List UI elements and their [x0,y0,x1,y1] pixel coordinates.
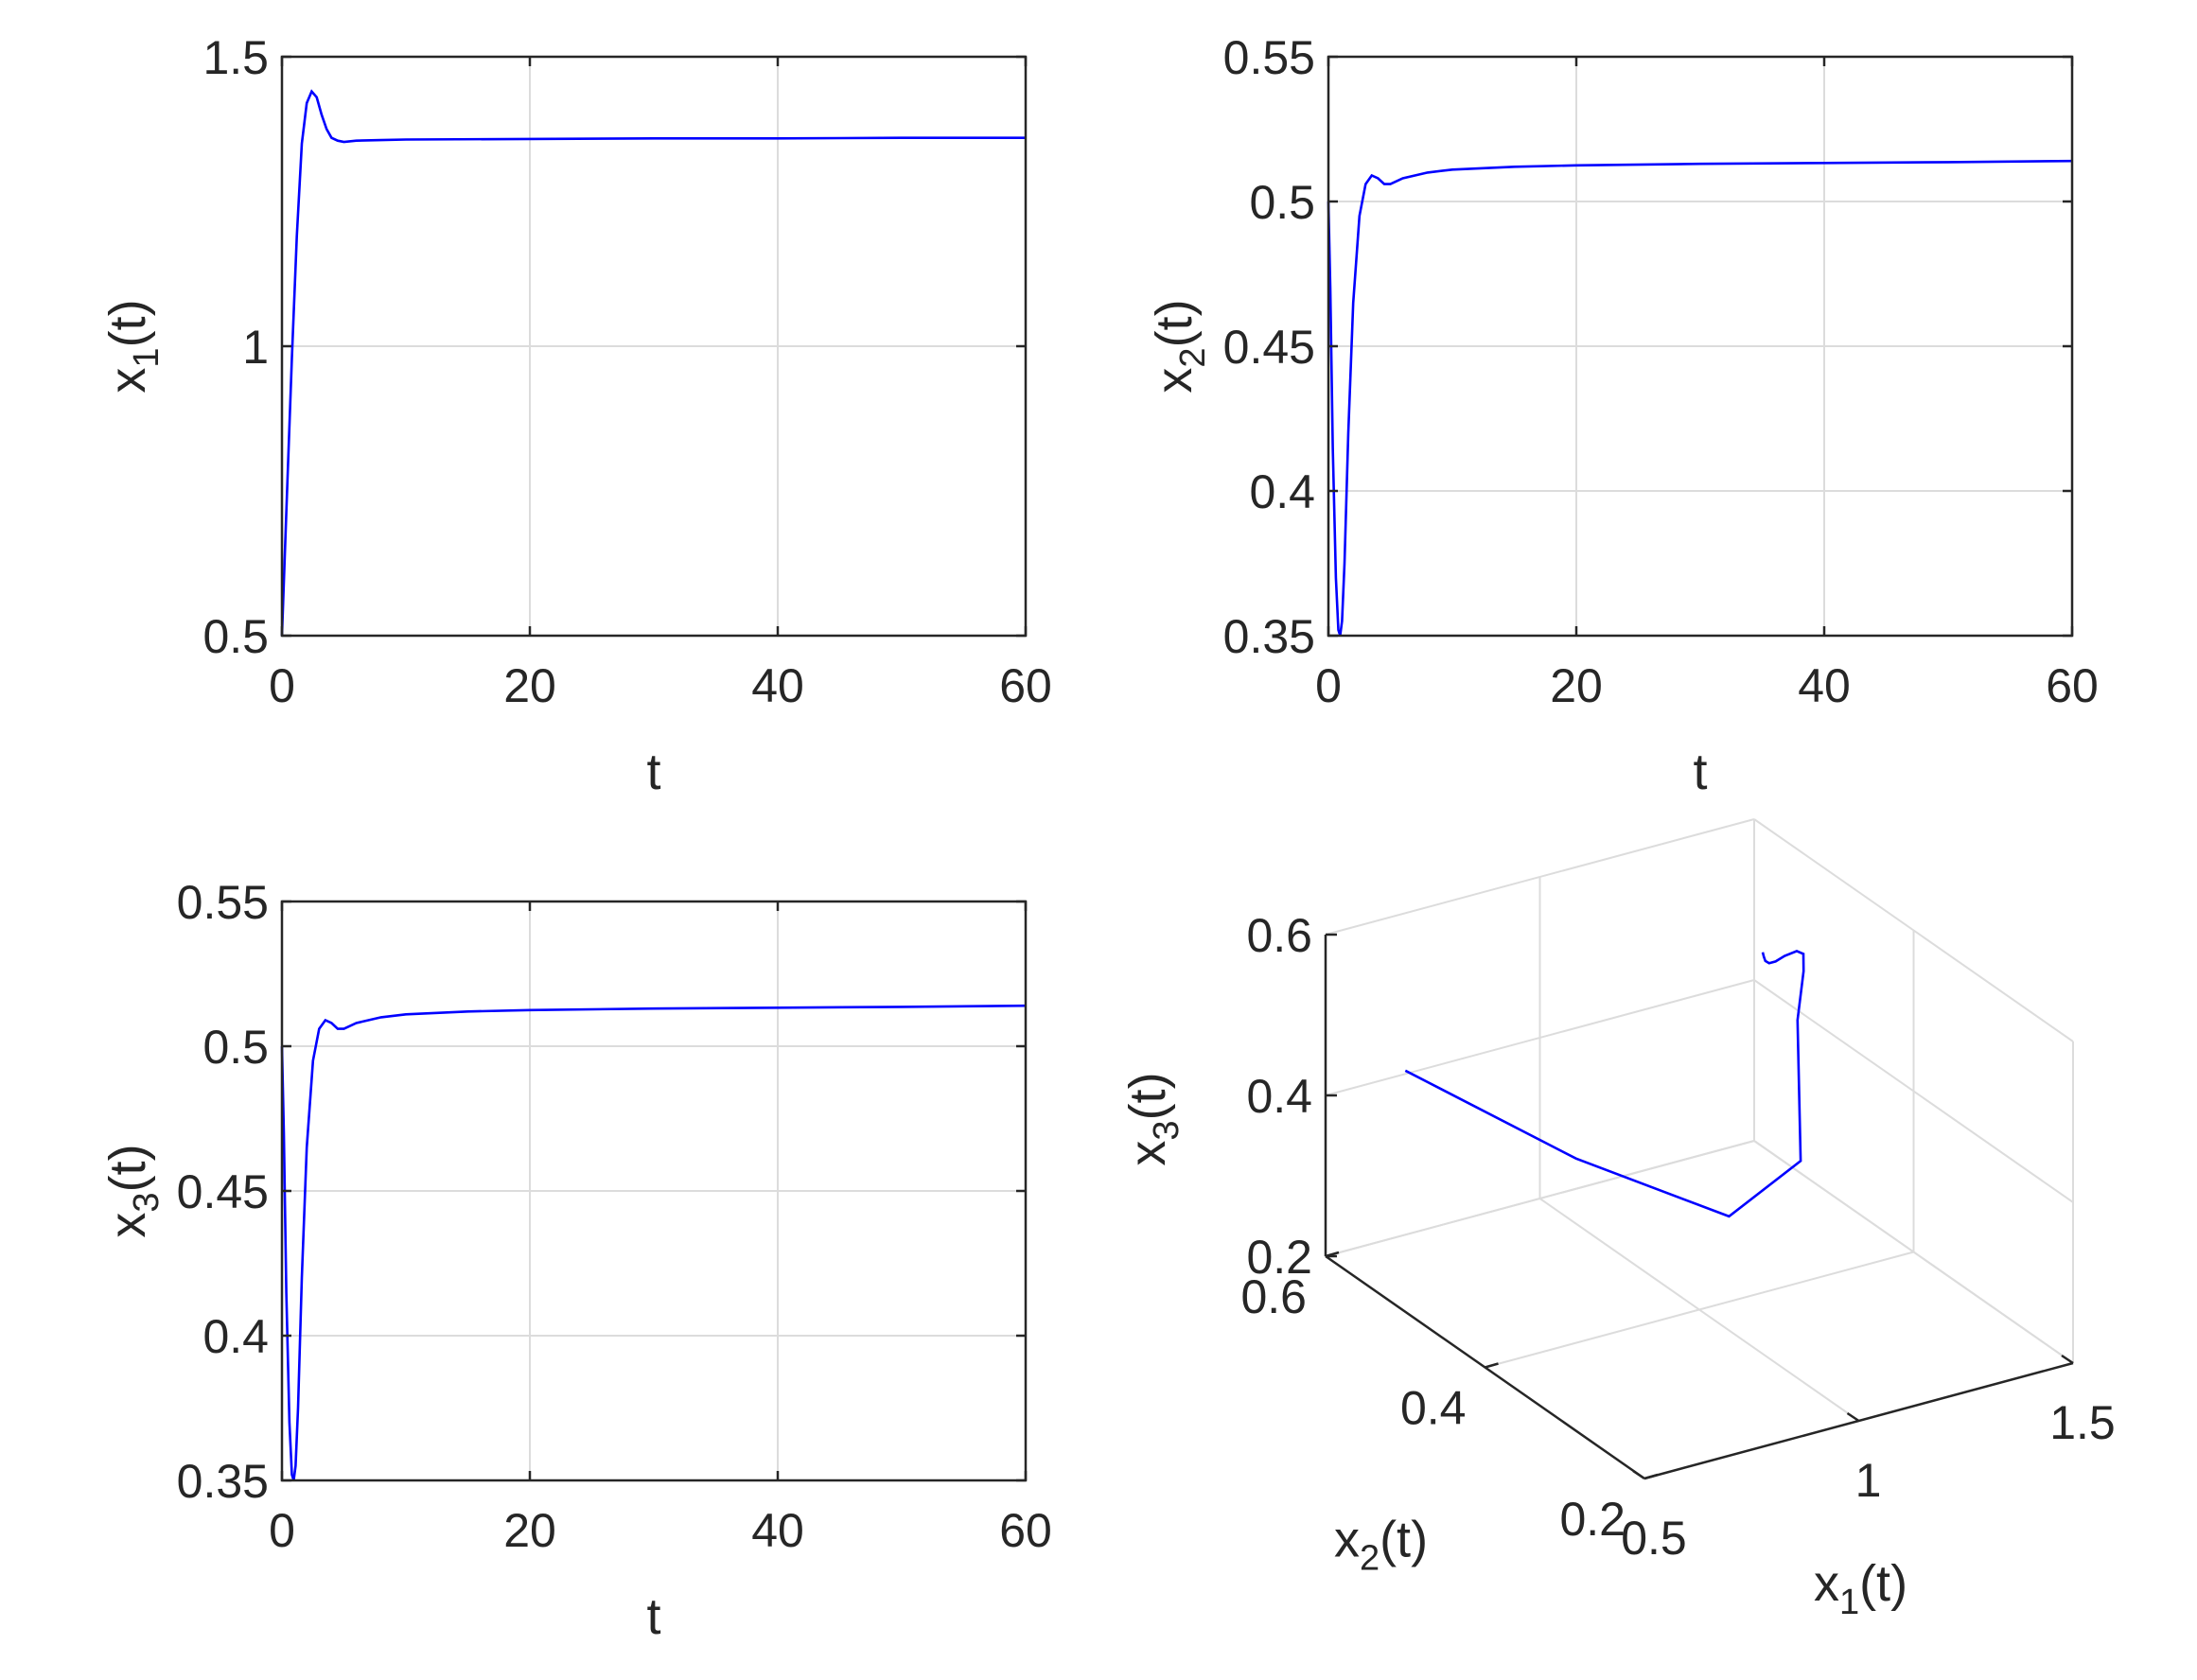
panel-x3: 0 20 40 60 0.35 0.4 0.45 0.5 0.55 t [177,876,1052,1645]
y-axis-label-x3: x3(t) [99,1144,167,1237]
x-tick-label: 1 [1855,1454,1882,1507]
x-tick-3d-2 [2061,1354,2074,1365]
y-axis-label-x1-text: x [99,368,156,394]
z-tick-label: 0.2 [1246,1231,1312,1284]
series-line-x2 [1327,159,2073,637]
y-axis-label-x2-suffix: (t) [1146,299,1203,347]
y-tick-3d-0 [1643,1473,1659,1480]
x-tick-label: 40 [751,659,804,712]
y-axis-label-x2-subscript: 2 [1173,347,1213,367]
y-axis-label-x1-subscript: 1 [127,347,167,367]
grid-3d-yx-1 [1485,1251,1914,1369]
z-tick-label: 0.6 [1246,909,1312,962]
y-tick-label: 0.4 [1400,1382,1467,1435]
y-axis-label-3d-text: x [1334,1512,1360,1568]
grid-3d-zy-2 [1753,818,2074,1042]
y-tick-label: 1.5 [202,31,269,84]
grid-3d-zx-0 [1325,1140,1755,1257]
z-axis-label-3d: x3(t) [1119,1072,1186,1165]
x-tick-label: 20 [503,659,556,712]
x-tick-label: 60 [999,659,1052,712]
y-tick-label: 0.35 [1223,610,1315,663]
y-tick-label: 0.5 [1249,176,1315,229]
x-tick-label: 20 [1550,659,1603,712]
y-axis-label-x2-text: x [1146,368,1203,394]
grid-3d-zx-1 [1325,979,1755,1096]
y-axis-label-3d-suffix: (t) [1380,1512,1428,1568]
y-axis-label-x3-text: x [99,1213,156,1238]
x-tick-label: 1.5 [2049,1396,2116,1449]
x-axis-label-3d-subscript: 1 [1839,1583,1859,1622]
y-tick-label: 1 [242,321,269,374]
z-tick-label: 0.4 [1246,1070,1312,1123]
x-tick-3d-1 [1846,1411,1860,1423]
y-tick-label: 0.6 [1240,1270,1307,1323]
x-axis-label-x3: t [646,1588,660,1645]
series-line-phase3d [1404,949,1805,1218]
series-line-x1 [280,89,1026,637]
y-tick-label: 0.5 [202,1021,269,1074]
y-tick-label: 0.55 [1223,31,1315,84]
panel-phase3d: 0.511.50.20.40.60.20.40.6 [1240,818,2116,1565]
x-tick-label: 60 [999,1504,1052,1557]
series-line-x3 [280,1004,1027,1481]
y-tick-label: 0.5 [202,610,269,663]
grid-3d-zy-0 [1753,1140,2074,1364]
x-tick-label: 20 [503,1504,556,1557]
z-axis-label-3d-suffix: (t) [1119,1072,1176,1120]
x-axis-label-3d-text: x [1814,1555,1839,1612]
y-axis-label-x3-subscript: 3 [127,1192,167,1212]
panel-x1: 0 20 40 60 0.5 1 1.5 t [202,31,1051,800]
y-tick-label: 0.45 [177,1165,269,1218]
y-tick-label: 0.4 [1249,465,1315,518]
y-tick-label: 0.55 [177,876,269,929]
z-axis-label-3d-text: x [1119,1141,1176,1166]
y-axis-label-x1-suffix: (t) [99,299,156,347]
y-tick-3d-1 [1485,1362,1499,1369]
x-axis-label-x1: t [646,744,660,800]
z-axis-label-3d-subscript: 3 [1147,1120,1186,1140]
grid-3d-zx-2 [1325,818,1755,936]
x-tick-label: 0 [269,659,295,712]
y-tick-label: 0.35 [177,1455,269,1508]
y-tick-label: 0.2 [1559,1493,1626,1546]
y-axis-label-3d: x2(t) [1334,1512,1428,1579]
x-tick-label: 0 [1315,659,1342,712]
x-tick-label: 0 [269,1504,295,1557]
y-axis-label-3d-subscript: 2 [1360,1539,1380,1579]
y-axis-label-x2: x2(t) [1146,299,1213,393]
x-axis-label-x2: t [1693,744,1707,800]
y-axis-label-x1: x1(t) [99,299,167,393]
x-tick-label: 60 [2046,659,2099,712]
y-tick-label: 0.4 [202,1310,269,1363]
panel-x2: 0 20 40 60 0.35 0.4 0.45 0.5 0.55 t [1223,31,2099,800]
x-tick-label: 40 [751,1504,804,1557]
x-axis-label-3d-suffix: (t) [1859,1555,1907,1612]
x-tick-label: 0.5 [1621,1512,1687,1565]
x-axis-label-3d: x1(t) [1814,1555,1907,1622]
x-tick-3d-0 [1632,1469,1645,1480]
y-tick-label: 0.45 [1223,321,1315,374]
x-tick-label: 40 [1798,659,1851,712]
y-axis-label-x3-suffix: (t) [99,1144,156,1192]
grid-3d-zy-1 [1753,979,2074,1203]
